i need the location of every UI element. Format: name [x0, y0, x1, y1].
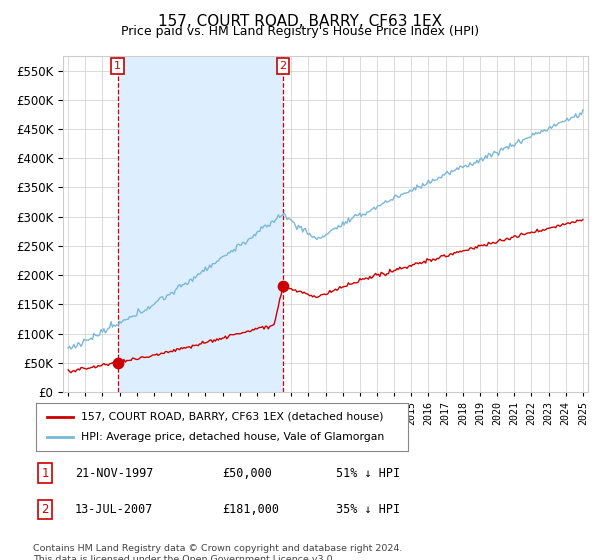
Text: 35% ↓ HPI: 35% ↓ HPI	[336, 503, 400, 516]
Text: HPI: Average price, detached house, Vale of Glamorgan: HPI: Average price, detached house, Vale…	[80, 432, 384, 442]
Text: 2: 2	[41, 503, 49, 516]
Text: Price paid vs. HM Land Registry's House Price Index (HPI): Price paid vs. HM Land Registry's House …	[121, 25, 479, 38]
Text: 1: 1	[41, 466, 49, 480]
Text: £50,000: £50,000	[222, 466, 272, 480]
Text: 157, COURT ROAD, BARRY, CF63 1EX (detached house): 157, COURT ROAD, BARRY, CF63 1EX (detach…	[80, 412, 383, 422]
Bar	[118, 56, 283, 392]
Text: 51% ↓ HPI: 51% ↓ HPI	[336, 466, 400, 480]
Text: 21-NOV-1997: 21-NOV-1997	[75, 466, 154, 480]
Text: 13-JUL-2007: 13-JUL-2007	[75, 503, 154, 516]
Point	[278, 282, 288, 291]
Text: 2: 2	[280, 61, 287, 71]
Text: Contains HM Land Registry data © Crown copyright and database right 2024.
This d: Contains HM Land Registry data © Crown c…	[33, 544, 403, 560]
Text: 1: 1	[114, 61, 121, 71]
Point	[113, 358, 122, 367]
Text: 157, COURT ROAD, BARRY, CF63 1EX: 157, COURT ROAD, BARRY, CF63 1EX	[158, 14, 442, 29]
Text: £181,000: £181,000	[222, 503, 279, 516]
